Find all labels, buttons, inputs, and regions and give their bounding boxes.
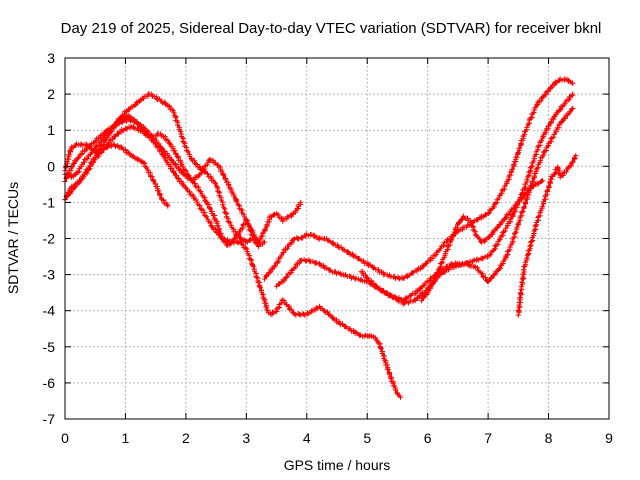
y-tick-label: -6 [43, 375, 56, 391]
y-tick-label: 3 [47, 50, 55, 66]
x-tick-label: 3 [242, 430, 250, 446]
x-tick-label: 5 [363, 430, 371, 446]
x-tick-label: 1 [122, 430, 130, 446]
series-arc3 [62, 141, 171, 209]
chart-title: Day 219 of 2025, Sidereal Day-to-day VTE… [61, 20, 602, 37]
series-arc5 [62, 124, 404, 400]
y-tick-label: -2 [43, 231, 56, 247]
y-tick-label: 2 [47, 86, 55, 102]
x-tick-label: 8 [545, 430, 553, 446]
plus-markers [62, 91, 268, 250]
plus-markers [419, 178, 546, 304]
plus-markers [515, 152, 579, 318]
series-arc4 [62, 113, 304, 246]
series-line [64, 126, 402, 398]
series-arc1 [62, 91, 268, 250]
x-axis-label: GPS time / hours [284, 457, 391, 473]
plus-markers [62, 113, 304, 246]
axis-ticks: 0 1 2 3 4 5 6 7 8 9 3 2 1 0 -1 -2 -3 -4 -5 -6 -7 [43, 50, 614, 446]
plus-markers [62, 124, 404, 400]
series-line [64, 93, 266, 248]
x-tick-label: 4 [303, 430, 311, 446]
y-tick-label: 1 [47, 122, 55, 138]
plus-markers [261, 76, 576, 282]
series-arc10 [515, 152, 579, 318]
y-tick-label: 0 [47, 158, 55, 174]
y-tick-label: -4 [43, 303, 56, 319]
y-tick-label: -7 [43, 411, 56, 427]
x-tick-label: 6 [424, 430, 432, 446]
grid [65, 58, 609, 419]
x-tick-label: 9 [605, 430, 613, 446]
x-tick-label: 2 [182, 430, 190, 446]
plus-markers [358, 105, 576, 307]
x-tick-label: 0 [61, 430, 69, 446]
series-arc8 [358, 105, 576, 307]
series-arc6 [261, 76, 576, 282]
y-axis-label: SDTVAR / TECUs [5, 182, 21, 294]
y-tick-label: -5 [43, 339, 56, 355]
x-tick-label: 7 [484, 430, 492, 446]
y-tick-label: -1 [43, 194, 56, 210]
data-series [62, 76, 579, 400]
plus-markers [62, 141, 171, 209]
series-arc9 [419, 178, 546, 304]
y-tick-label: -3 [43, 267, 56, 283]
